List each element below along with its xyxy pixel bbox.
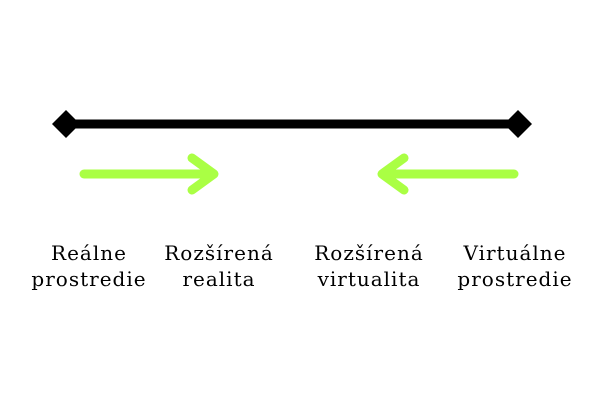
label-virtual-environment: Virtuálne prostredie (440, 240, 590, 292)
left-pointing-arrow (377, 153, 519, 195)
label-av-line2: virtualita (317, 267, 421, 291)
right-endpoint-diamond (504, 110, 532, 138)
left-arrow-head (377, 153, 409, 195)
label-ar-line2: realita (182, 267, 256, 291)
label-real-environment: Reálne prostredie (14, 240, 164, 292)
label-real-line1: Reálne (51, 241, 127, 265)
label-augmented-virtuality: Rozšírená virtualita (294, 240, 444, 292)
label-augmented-reality: Rozšírená realita (144, 240, 294, 292)
label-virtual-line2: prostredie (457, 267, 573, 291)
left-endpoint-diamond (52, 110, 80, 138)
label-virtual-line1: Virtuálne (463, 241, 567, 265)
label-real-line2: prostredie (31, 267, 147, 291)
right-arrow-head (187, 153, 219, 195)
label-av-line1: Rozšírená (314, 241, 424, 265)
right-pointing-arrow (79, 153, 219, 195)
label-ar-line1: Rozšírená (164, 241, 274, 265)
